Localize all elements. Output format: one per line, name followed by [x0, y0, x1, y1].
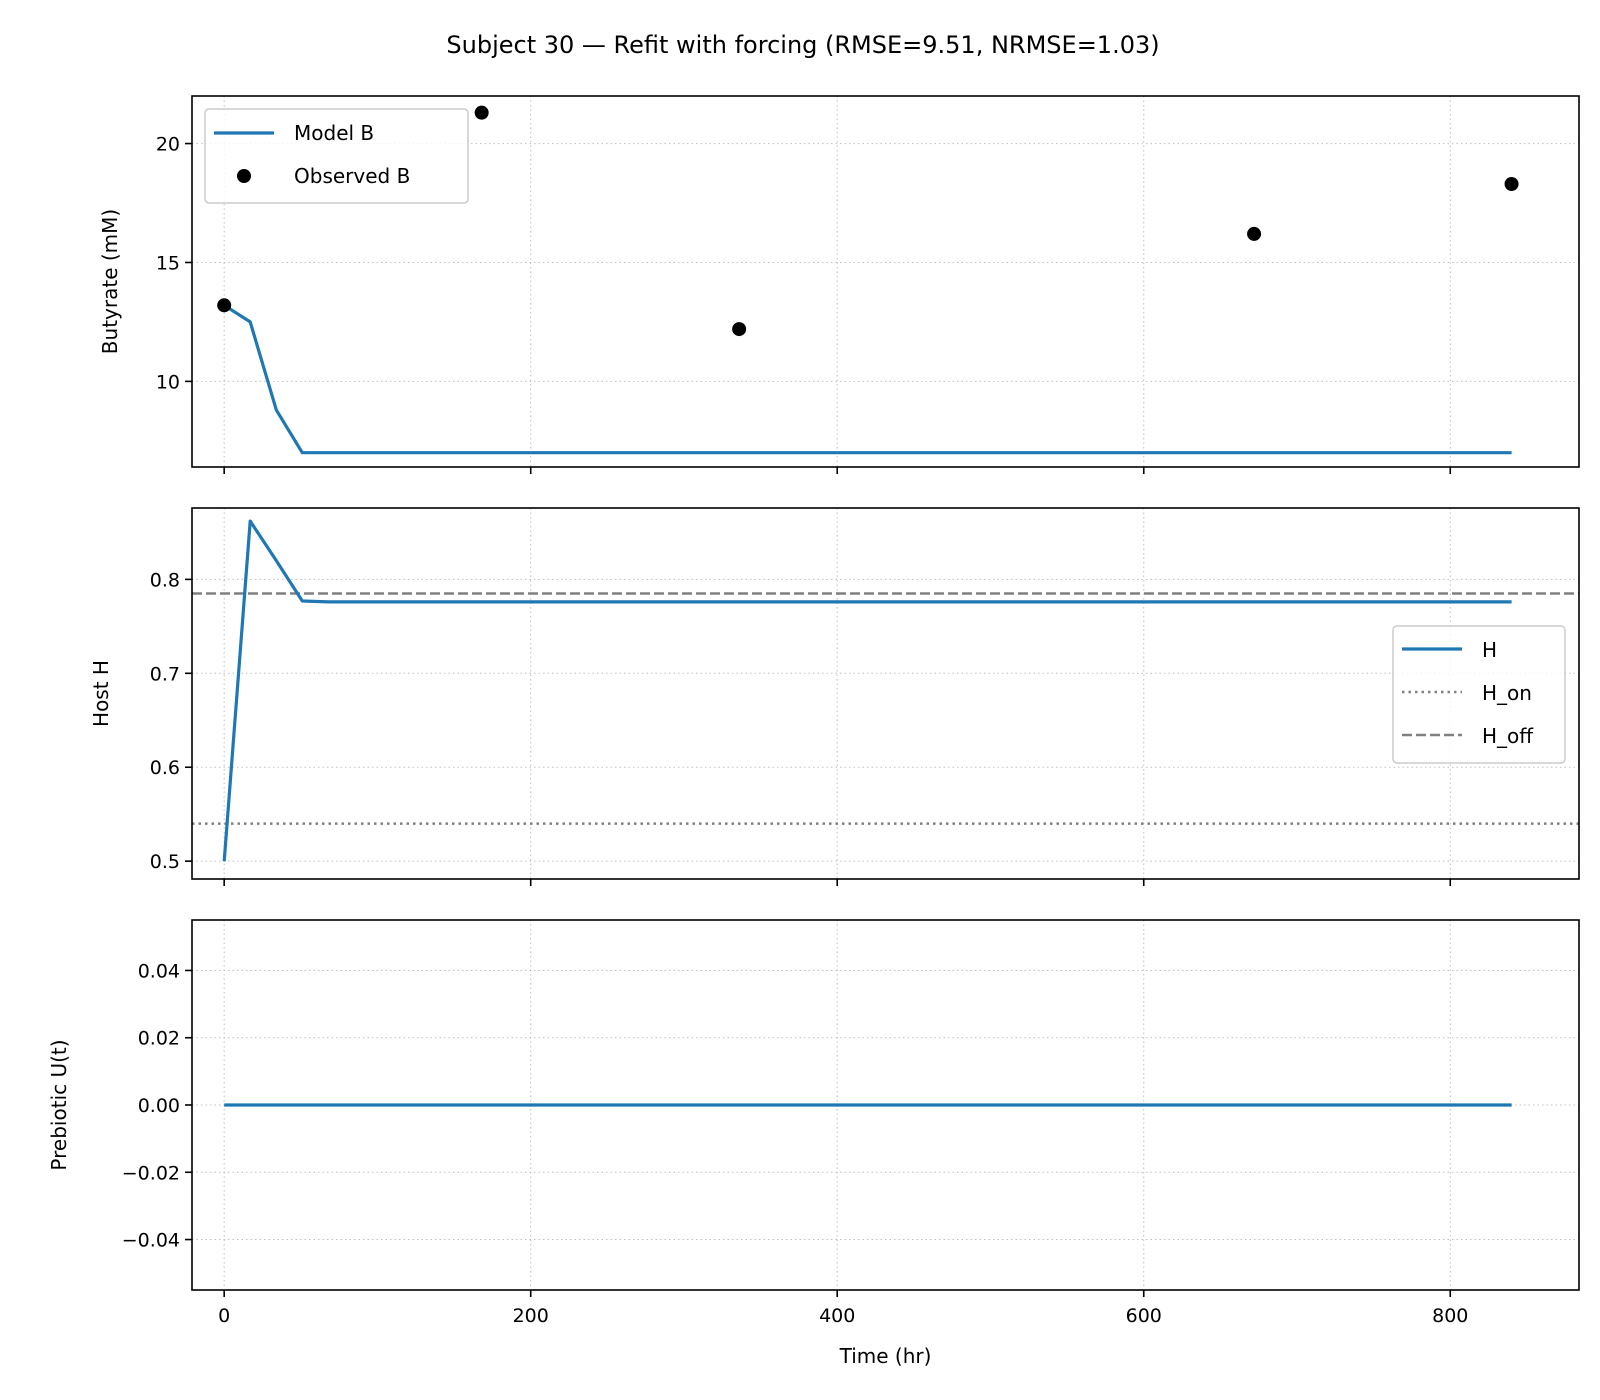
panel-3: −0.04 −0.02 0.00 0.02 0.04 0 200 400 600 800 Prebi… [47, 919, 1580, 1368]
y-tick-label: 0.5 [150, 851, 180, 873]
y-tick-label: 20 [156, 134, 180, 156]
x-tick-label: 400 [819, 1305, 855, 1327]
plot-area [192, 519, 1579, 862]
legend-label: Observed B [294, 164, 410, 188]
panel-2: 0.5 0.6 0.7 0.8 Host H H H_on H_off [89, 507, 1580, 886]
y-tick-label: 0.04 [138, 960, 180, 982]
observed-point [1504, 176, 1519, 191]
panel-1: 10 15 20 Butyrate (mM) Model B Observed B [98, 95, 1580, 474]
legend-label: H_off [1482, 724, 1534, 748]
axes-frame [191, 95, 1580, 468]
plot-area [223, 303, 1512, 455]
legend-label: H_on [1482, 681, 1532, 705]
y-tick-label: 10 [156, 371, 180, 393]
observed-point [217, 298, 232, 313]
y-tick-label: 0.00 [138, 1095, 180, 1117]
y-axis-label: Prebiotic U(t) [47, 1039, 71, 1170]
legend-marker-swatch [237, 169, 251, 183]
legend: Model B Observed B [204, 108, 469, 204]
model-b-line [223, 303, 1512, 455]
chart-title: Subject 30 — Refit with forcing (RMSE=9.… [446, 31, 1159, 59]
h-line [222, 519, 1512, 862]
legend: H H_on H_off [1392, 625, 1566, 764]
legend-box [1392, 625, 1566, 764]
x-axis-label: Time (hr) [839, 1344, 932, 1368]
observed-point [474, 105, 489, 120]
x-tick-label: 200 [513, 1305, 549, 1327]
axes-frame [191, 507, 1580, 880]
y-axis-label: Butyrate (mM) [98, 209, 122, 354]
y-tick-label: 15 [156, 252, 180, 274]
observed-point [732, 322, 747, 337]
y-tick-label: −0.02 [122, 1162, 180, 1184]
x-tick-label: 800 [1432, 1305, 1468, 1327]
legend-label: Model B [294, 121, 374, 145]
y-tick-label: 0.6 [150, 757, 180, 779]
legend-label: H [1482, 638, 1497, 662]
y-tick-label: −0.04 [122, 1230, 180, 1252]
y-tick-label: 0.7 [150, 663, 180, 685]
x-tick-label: 600 [1126, 1305, 1162, 1327]
x-tick-label: 0 [218, 1305, 230, 1327]
observed-point [1247, 226, 1262, 241]
axes-frame [191, 919, 1580, 1291]
y-axis-label: Host H [89, 660, 113, 727]
y-tick-label: 0.02 [138, 1028, 180, 1050]
y-tick-label: 0.8 [150, 569, 180, 591]
